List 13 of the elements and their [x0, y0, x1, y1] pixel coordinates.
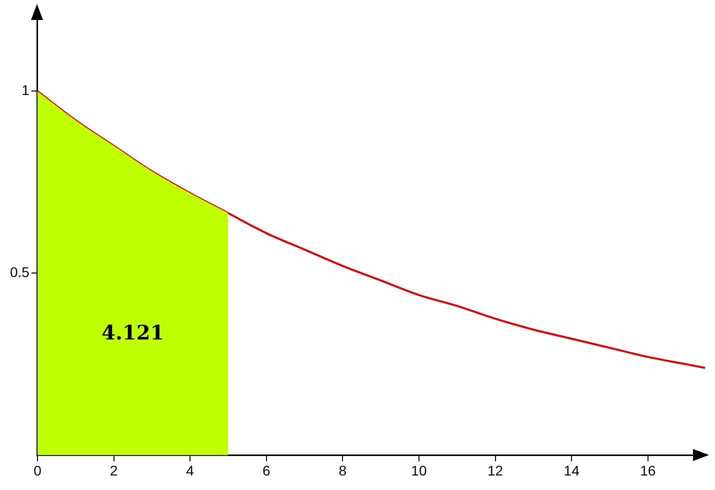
x-tick-label: 6 — [262, 462, 270, 478]
x-tick-label: 4 — [186, 462, 194, 478]
x-tick-label: 16 — [640, 462, 656, 478]
y-tick-label: 0.5 — [10, 264, 30, 280]
annotation: 4.121 — [102, 320, 164, 344]
x-tick-label: 10 — [411, 462, 427, 478]
x-tick-label: 8 — [338, 462, 347, 478]
x-tick-label: 0 — [34, 462, 42, 478]
line-series — [37, 90, 706, 369]
x-tick-label: 2 — [110, 462, 118, 478]
y-tick-label: 1 — [22, 82, 30, 98]
x-tick-label: 12 — [487, 462, 504, 478]
x-tick-label: 14 — [564, 462, 580, 478]
